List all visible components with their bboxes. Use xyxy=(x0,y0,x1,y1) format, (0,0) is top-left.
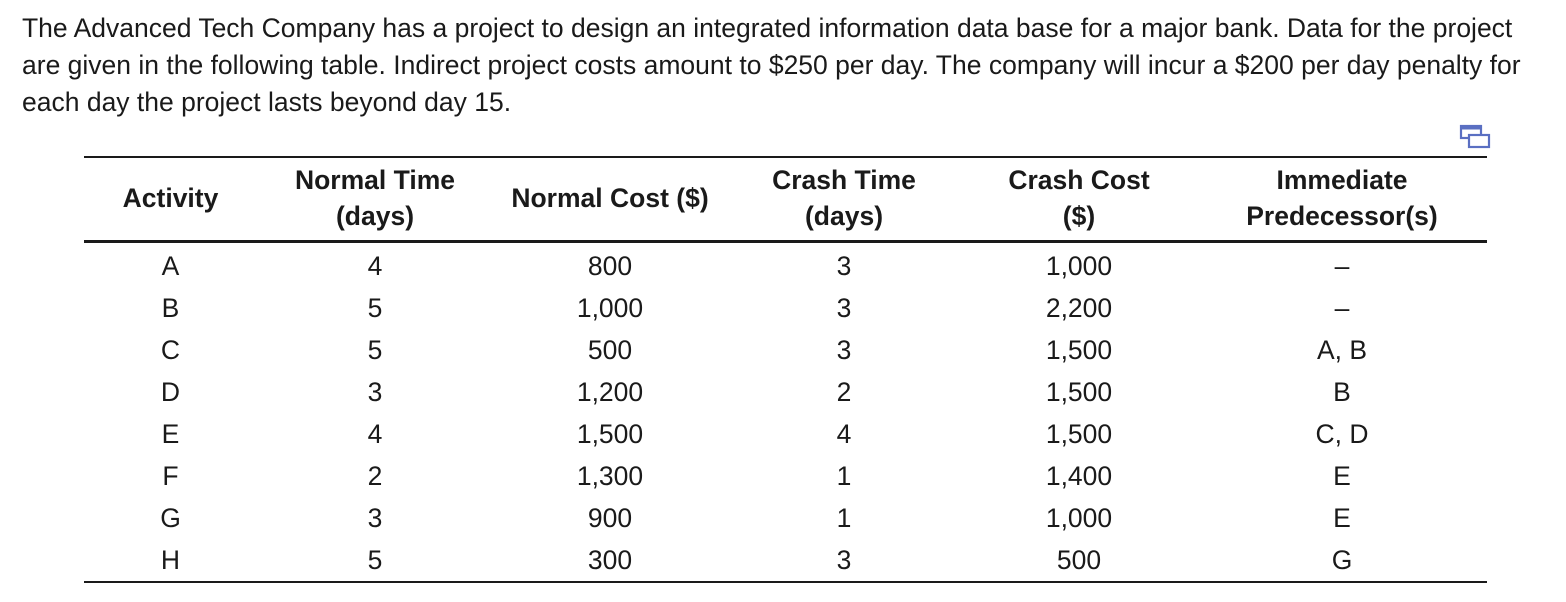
cell-crash-cost: 500 xyxy=(1056,544,1102,575)
table-row: B 5 1,000 3 2,200 – xyxy=(84,287,1487,329)
cell-activity: G xyxy=(160,502,181,533)
cell-crash-time: 4 xyxy=(836,418,852,449)
copy-table-icon-graphic xyxy=(1459,124,1491,149)
copy-table-icon[interactable] xyxy=(1458,124,1492,152)
cell-crash-time: 3 xyxy=(836,292,852,323)
cell-crash-cost: 1,400 xyxy=(1045,460,1113,491)
cell-crash-cost: 2,200 xyxy=(1045,292,1113,323)
cell-predecessors: G xyxy=(1331,544,1353,575)
header-activity: Activity xyxy=(122,183,219,213)
cell-activity: C xyxy=(160,334,181,365)
cell-normal-cost: 1,500 xyxy=(576,418,644,449)
table-row: A 4 800 3 1,000 – xyxy=(84,242,1487,288)
cell-normal-cost: 300 xyxy=(587,544,633,575)
cell-predecessors: E xyxy=(1333,460,1351,491)
cell-predecessors: E xyxy=(1333,502,1351,533)
table-row: F 2 1,300 1 1,400 E xyxy=(84,455,1487,497)
table-header-row: Activity Normal Time (days) Normal Cost (… xyxy=(84,157,1487,242)
cell-normal-time: 3 xyxy=(367,502,383,533)
cell-normal-cost: 1,000 xyxy=(576,292,644,323)
cell-normal-cost: 1,300 xyxy=(576,460,644,491)
cell-normal-time: 2 xyxy=(367,460,383,491)
cell-crash-time: 3 xyxy=(836,250,852,281)
cell-activity: D xyxy=(160,376,181,407)
cell-activity: H xyxy=(160,544,181,575)
cell-activity: E xyxy=(161,418,180,449)
cell-activity: B xyxy=(161,292,180,323)
cell-predecessors: B xyxy=(1333,376,1351,407)
cell-normal-cost: 1,200 xyxy=(576,376,644,407)
cell-normal-cost: 800 xyxy=(587,250,633,281)
cell-crash-time: 3 xyxy=(836,544,852,575)
header-predecessors: Immediate Predecessor(s) xyxy=(1246,165,1438,231)
cell-crash-cost: 1,500 xyxy=(1045,334,1113,365)
cell-activity: F xyxy=(162,460,179,491)
cell-normal-time: 4 xyxy=(367,418,383,449)
cell-normal-time: 5 xyxy=(367,334,383,365)
header-crash-time: Crash Time (days) xyxy=(772,165,916,231)
cell-predecessors: A, B xyxy=(1316,334,1368,365)
cell-crash-cost: 1,000 xyxy=(1045,502,1113,533)
table-row: E 4 1,500 4 1,500 C, D xyxy=(84,413,1487,455)
cell-crash-time: 2 xyxy=(836,376,852,407)
cell-crash-time: 1 xyxy=(836,502,852,533)
table-row: C 5 500 3 1,500 A, B xyxy=(84,329,1487,371)
table-row: D 3 1,200 2 1,500 B xyxy=(84,371,1487,413)
cell-normal-time: 5 xyxy=(367,292,383,323)
header-crash-cost: Crash Cost ($) xyxy=(1008,165,1150,231)
table-row: H 5 300 3 500 G xyxy=(84,539,1487,582)
problem-statement: The Advanced Tech Company has a project … xyxy=(22,13,1521,117)
cell-normal-time: 3 xyxy=(367,376,383,407)
cell-predecessors: C, D xyxy=(1315,418,1369,449)
cell-normal-cost: 900 xyxy=(587,502,633,533)
cell-crash-time: 1 xyxy=(836,460,852,491)
cell-normal-time: 5 xyxy=(367,544,383,575)
cell-crash-cost: 1,000 xyxy=(1045,250,1113,281)
cell-normal-cost: 500 xyxy=(587,334,633,365)
header-normal-time: Normal Time (days) xyxy=(294,165,456,231)
cell-crash-cost: 1,500 xyxy=(1045,376,1113,407)
cell-normal-time: 4 xyxy=(367,250,383,281)
cell-activity: A xyxy=(161,250,180,281)
cell-crash-time: 3 xyxy=(836,334,852,365)
cell-crash-cost: 1,500 xyxy=(1045,418,1113,449)
activity-data-table: Activity Normal Time (days) Normal Cost (… xyxy=(84,156,1487,583)
cell-predecessors: – xyxy=(1334,250,1350,281)
table-row: G 3 900 1 1,000 E xyxy=(84,497,1487,539)
cell-predecessors: – xyxy=(1334,292,1350,323)
header-normal-cost: Normal Cost ($) xyxy=(511,183,709,213)
